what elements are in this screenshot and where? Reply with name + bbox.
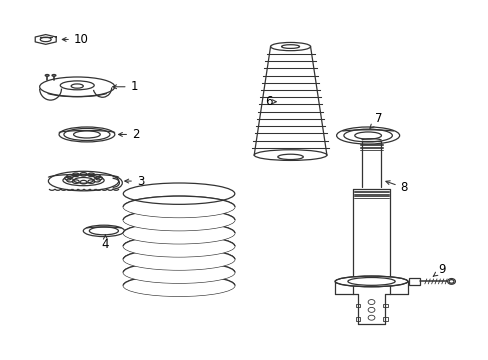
Text: 7: 7 xyxy=(369,112,382,128)
Text: 1: 1 xyxy=(112,80,138,93)
Text: 5: 5 xyxy=(204,228,224,240)
Ellipse shape xyxy=(123,209,234,231)
Text: 10: 10 xyxy=(62,33,88,46)
Ellipse shape xyxy=(334,276,407,287)
Ellipse shape xyxy=(123,249,234,270)
Ellipse shape xyxy=(123,222,234,244)
Text: 6: 6 xyxy=(264,95,276,108)
Text: 2: 2 xyxy=(118,128,139,141)
Text: 3: 3 xyxy=(124,175,144,188)
Ellipse shape xyxy=(123,275,234,296)
Ellipse shape xyxy=(123,235,234,257)
Text: 9: 9 xyxy=(432,263,445,276)
Text: 8: 8 xyxy=(385,181,407,194)
Ellipse shape xyxy=(123,262,234,283)
Text: 4: 4 xyxy=(102,235,109,251)
Ellipse shape xyxy=(123,196,234,217)
